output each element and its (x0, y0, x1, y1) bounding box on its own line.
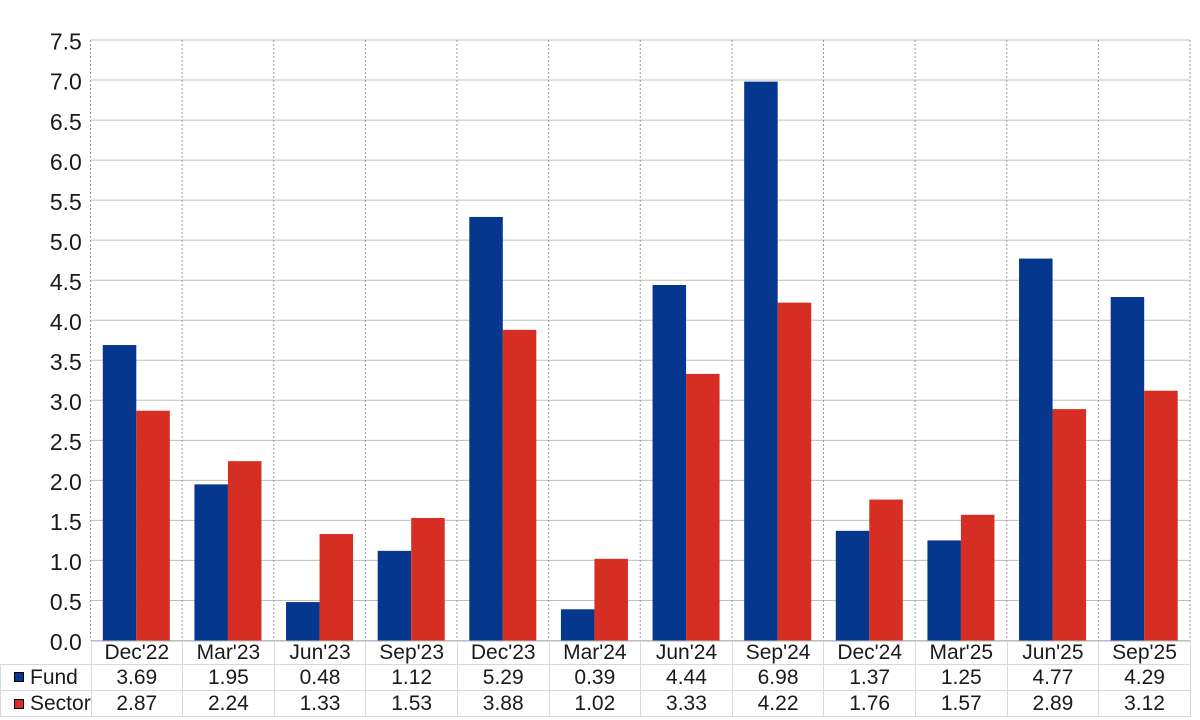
svg-text:7.0: 7.0 (50, 69, 82, 95)
svg-text:3.5: 3.5 (50, 349, 82, 375)
svg-text:6.0: 6.0 (50, 149, 82, 175)
svg-text:3.0: 3.0 (50, 389, 82, 415)
svg-text:5.0: 5.0 (50, 229, 82, 255)
svg-text:0.5: 0.5 (50, 589, 82, 615)
svg-text:4.0: 4.0 (50, 309, 82, 335)
svg-text:2.5: 2.5 (50, 429, 82, 455)
svg-text:2.0: 2.0 (50, 469, 82, 495)
svg-text:1.5: 1.5 (50, 509, 82, 535)
svg-text:7.5: 7.5 (50, 29, 82, 55)
svg-text:1.0: 1.0 (50, 549, 82, 575)
svg-text:5.5: 5.5 (50, 189, 82, 215)
svg-text:4.5: 4.5 (50, 269, 82, 295)
svg-text:6.5: 6.5 (50, 109, 82, 135)
